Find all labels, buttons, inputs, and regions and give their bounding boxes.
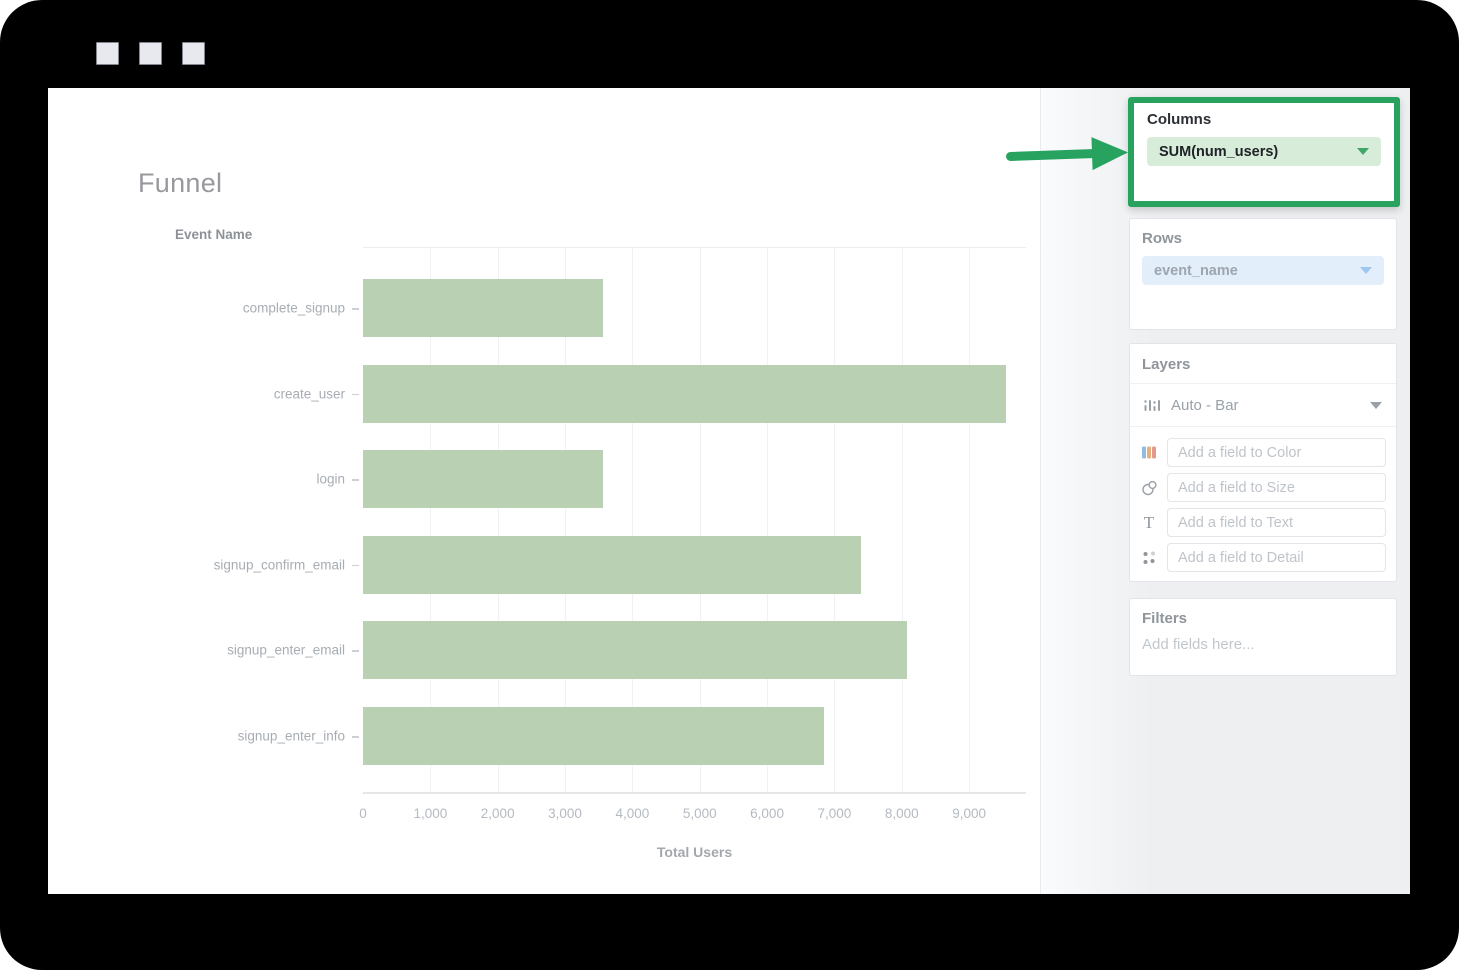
filters-placeholder: Add fields here... <box>1142 636 1255 653</box>
size-field-input[interactable] <box>1167 473 1386 502</box>
x-tick-label: 2,000 <box>480 806 515 821</box>
layer-type-selector[interactable]: Auto - Bar <box>1130 384 1396 427</box>
x-tick-label: 8,000 <box>884 806 919 821</box>
y-tick-mark <box>352 736 359 738</box>
x-tick-label: 5,000 <box>682 806 717 821</box>
annotation-arrow-icon <box>1006 137 1128 171</box>
text-field-input[interactable] <box>1167 508 1386 537</box>
chevron-down-icon[interactable] <box>1360 267 1372 274</box>
window-control-icon[interactable] <box>182 42 205 65</box>
bar-create_user[interactable] <box>363 364 1007 423</box>
gridline <box>901 248 903 792</box>
rows-field-label: event_name <box>1154 262 1238 279</box>
columns-field-label: SUM(num_users) <box>1159 143 1279 160</box>
y-axis-title: Event Name <box>175 227 253 242</box>
panel-divider <box>1040 88 1041 894</box>
rows-label: Rows <box>1142 230 1183 247</box>
detail-field-input[interactable] <box>1167 543 1386 572</box>
chevron-down-icon[interactable] <box>1370 401 1382 409</box>
window-control-icon[interactable] <box>96 42 119 65</box>
columns-field-pill[interactable]: SUM(num_users) <box>1147 137 1381 166</box>
y-axis-label: signup_enter_email <box>227 642 345 658</box>
y-axis-label: login <box>316 471 345 487</box>
gridline <box>834 248 836 792</box>
filters-label: Filters <box>1142 610 1188 627</box>
x-tick-label: 0 <box>359 806 367 821</box>
columns-section: Columns SUM(num_users) <box>1128 97 1400 207</box>
bar-signup_enter_email[interactable] <box>363 621 908 680</box>
gridline <box>767 248 769 792</box>
y-tick-mark <box>352 650 359 652</box>
filters-section: Filters Add fields here... <box>1129 598 1397 676</box>
x-tick-label: 3,000 <box>548 806 582 821</box>
x-tick-label: 6,000 <box>750 806 784 821</box>
x-tick-label: 4,000 <box>615 806 650 821</box>
x-tick-label: 1,000 <box>413 806 448 821</box>
text-icon: T <box>1143 512 1155 532</box>
gridline <box>699 248 701 792</box>
rows-field-pill[interactable]: event_name <box>1142 256 1384 285</box>
app-window: Funnel Event Name 0 1,000 2,000 3,000 4,000 5… <box>48 88 1410 894</box>
window-control-icon[interactable] <box>139 42 162 65</box>
chart-title: Funnel <box>138 168 223 198</box>
y-tick-mark <box>352 479 359 481</box>
y-axis-label: signup_confirm_email <box>213 557 345 573</box>
chevron-down-icon[interactable] <box>1357 148 1369 155</box>
bar-chart-icon <box>1144 400 1160 411</box>
y-axis-label: create_user <box>273 386 345 402</box>
y-axis-label: complete_signup <box>242 300 345 316</box>
color-bars-icon <box>1140 445 1158 460</box>
bar-login[interactable] <box>363 450 604 509</box>
x-tick-label: 9,000 <box>952 806 986 821</box>
bar-signup_confirm_email[interactable] <box>363 535 862 594</box>
layer-type-value: Auto - Bar <box>1171 396 1239 414</box>
y-tick-mark <box>352 564 359 567</box>
layers-section: Layers Auto - Bar <box>1129 343 1397 582</box>
gridline <box>497 248 499 792</box>
gridline <box>969 248 971 792</box>
gridline <box>632 248 634 792</box>
x-axis-line <box>363 792 1026 794</box>
y-tick-mark <box>352 393 359 396</box>
gridline <box>430 248 432 792</box>
x-tick-label: 7,000 <box>817 806 852 821</box>
x-axis-title: Total Users <box>656 844 733 860</box>
y-tick-mark <box>352 308 359 310</box>
size-circles-icon <box>1140 480 1158 496</box>
gridline <box>565 248 567 792</box>
bar-signup_enter_info[interactable] <box>363 707 824 765</box>
rows-section: Rows event_name <box>1129 218 1397 330</box>
bar-complete_signup[interactable] <box>363 279 604 337</box>
layers-label: Layers <box>1142 356 1191 373</box>
y-axis-label: signup_enter_info <box>237 728 345 744</box>
columns-label: Columns <box>1147 111 1212 128</box>
detail-dots-icon <box>1140 550 1158 566</box>
bar-chart-plot-area: 0 1,000 2,000 3,000 4,000 5,000 6,000 7,000 8,00… <box>214 247 1026 821</box>
color-field-input[interactable] <box>1167 438 1386 467</box>
